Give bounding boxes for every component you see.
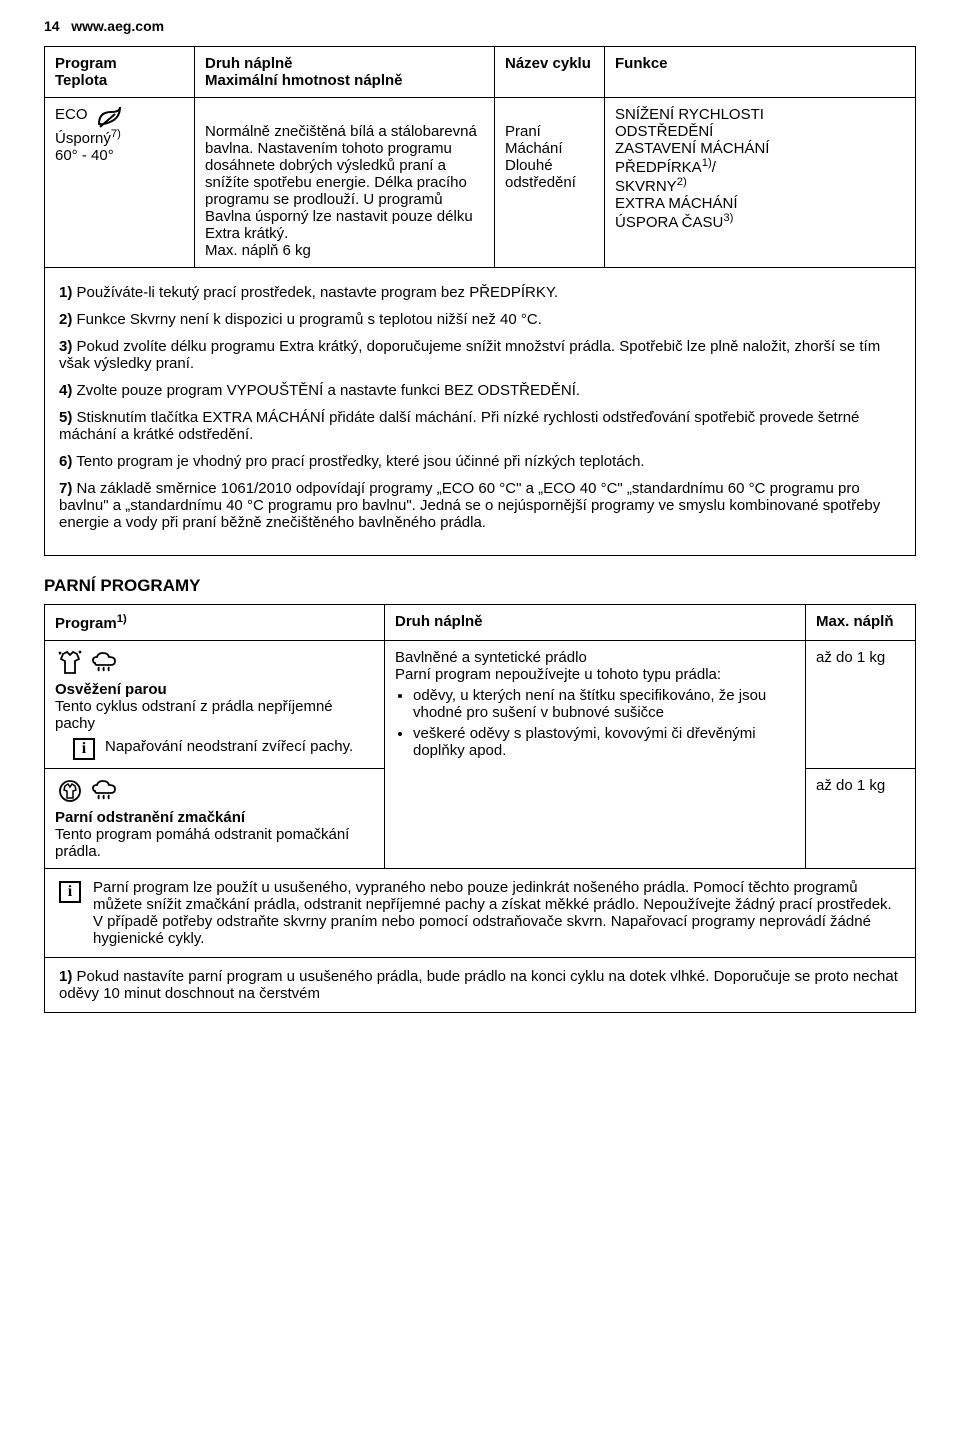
table-header-row: Program Teplota Druh náplně Maximální hm… bbox=[45, 47, 916, 98]
cell-cycle: Praní Máchání Dlouhé odstředění bbox=[495, 98, 605, 268]
steam-info-box: i Parní program lze použít u usušeného, … bbox=[44, 869, 916, 958]
steam-footnote-1: Pokud nastavíte parní program u usušenéh… bbox=[59, 968, 898, 1002]
site-url: www.aeg.com bbox=[71, 18, 164, 34]
steam-col-program: Program1) bbox=[45, 605, 385, 641]
col-program: Program Teplota bbox=[45, 47, 195, 98]
info-icon: i bbox=[59, 881, 81, 903]
eco-leaf-icon bbox=[96, 106, 122, 128]
steam-footnote-box: 1) Pokud nastavíte parní program u usuše… bbox=[44, 958, 916, 1013]
list-item: oděvy, u kterých není na štítku specifik… bbox=[413, 687, 795, 721]
steam-info-text: Parní program lze použít u usušeného, vy… bbox=[93, 879, 901, 947]
steam-max-load-1: až do 1 kg bbox=[806, 641, 916, 769]
footnote-2: Funkce Skvrny není k dispozici u program… bbox=[77, 311, 542, 328]
steam-programs-heading: PARNÍ PROGRAMY bbox=[44, 576, 916, 596]
steam-refresh-info: Napařování neodstraní zvířecí pachy. bbox=[105, 738, 374, 760]
steam-table: Program1) Druh náplně Max. náplň bbox=[44, 604, 916, 869]
steam-max-load-2: až do 1 kg bbox=[806, 769, 916, 869]
shirt-sparkle-icon bbox=[55, 653, 89, 670]
footnotes-box: 1) Používáte-li tekutý prací prostředek,… bbox=[44, 268, 916, 556]
footnote-1: Používáte-li tekutý prací prostředek, na… bbox=[77, 284, 559, 301]
steam-col-max: Max. náplň bbox=[806, 605, 916, 641]
steam-cloud-icon bbox=[89, 653, 119, 670]
steam-restrictions-list: oděvy, u kterých není na štítku specifik… bbox=[413, 687, 795, 759]
page-header: 14 www.aeg.com bbox=[44, 18, 916, 34]
steam-program-dewrinkle: Parní odstranění zmačkání Tento program … bbox=[45, 769, 385, 869]
table-row: ECO Úsporný7) 60° - 40° Normálně znečišt… bbox=[45, 98, 916, 268]
page-number: 14 bbox=[44, 18, 60, 34]
footnote-7: Na základě směrnice 1061/2010 odpovídají… bbox=[59, 480, 880, 531]
cell-functions: SNÍŽENÍ RYCHLOSTI ODSTŘEDĚNÍ ZASTAVENÍ M… bbox=[605, 98, 916, 268]
info-icon: i bbox=[73, 738, 95, 760]
table-row: Osvěžení parou Tento cyklus odstraní z p… bbox=[45, 641, 916, 769]
shirt-icon bbox=[55, 781, 89, 798]
footnote-6: Tento program je vhodný pro prací prostř… bbox=[76, 453, 644, 470]
steam-col-load: Druh náplně bbox=[385, 605, 806, 641]
steam-cloud-icon bbox=[89, 781, 119, 798]
steam-program-refresh: Osvěžení parou Tento cyklus odstraní z p… bbox=[45, 641, 385, 769]
steam-load-description: Bavlněné a syntetické prádlo Parní progr… bbox=[385, 641, 806, 869]
col-cycle-name: Název cyklu bbox=[495, 47, 605, 98]
footnote-3: Pokud zvolíte délku programu Extra krátk… bbox=[59, 338, 880, 372]
col-functions: Funkce bbox=[605, 47, 916, 98]
program-table: Program Teplota Druh náplně Maximální hm… bbox=[44, 46, 916, 268]
list-item: veškeré oděvy s plastovými, kovovými či … bbox=[413, 725, 795, 759]
cell-load-desc: Normálně znečištěná bílá a stálobarevná … bbox=[195, 98, 495, 268]
col-load-type: Druh náplně Maximální hmotnost náplně bbox=[195, 47, 495, 98]
footnote-4: Zvolte pouze program VYPOUŠTĚNÍ a nastav… bbox=[77, 382, 581, 399]
cell-program: ECO Úsporný7) 60° - 40° bbox=[45, 98, 195, 268]
footnote-5: Stisknutím tlačítka EXTRA MÁCHÁNÍ přidát… bbox=[59, 409, 859, 443]
